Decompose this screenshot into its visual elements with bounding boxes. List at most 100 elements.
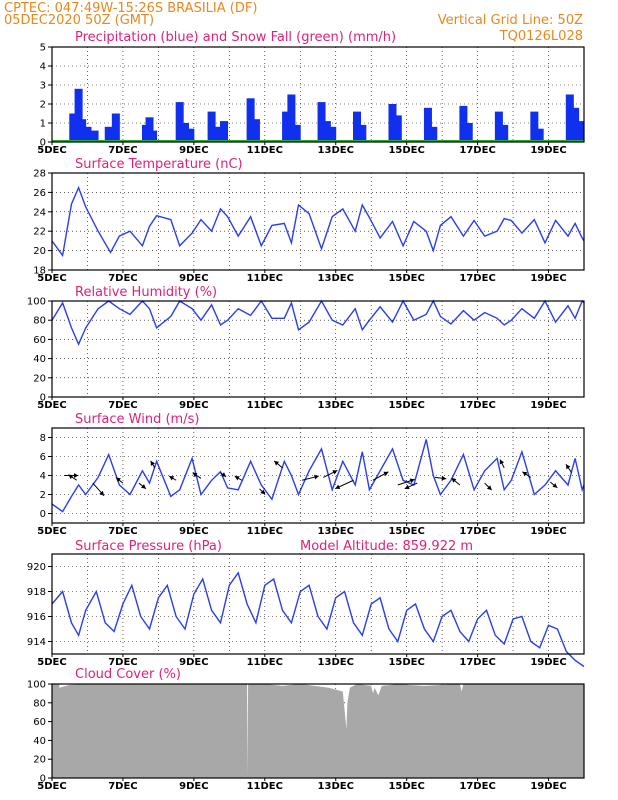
wind-vector-head [522,471,528,477]
wind-vector-head [234,476,240,481]
cloud-ytick-label: 60 [33,717,46,728]
precip-bar [69,113,78,142]
rh-ytick-label: 20 [33,373,46,384]
rh-ytick-label: 80 [33,316,46,327]
pressure-subtitle: Model Altitude: 859.922 m [300,539,473,554]
wind-xtick-label: 17DEC [459,526,495,537]
temp-ytick-label: 20 [33,246,46,257]
precip-bar [149,130,158,142]
header-date: 05DEC2020 50Z (GMT) [4,13,154,28]
pressure-frame [51,553,585,655]
temp-xtick-label: 5DEC [37,273,66,284]
precip-bar [292,124,301,142]
temp-ytick-label: 22 [33,227,46,238]
wind-ytick-label: 6 [40,452,46,463]
wind-vector-head [274,460,279,466]
cloud-area [52,684,584,778]
wind-vector-head [169,476,175,481]
precip-bar [186,128,195,142]
precip-bar [246,98,255,142]
pressure-line [51,571,585,668]
wind-vector-head [221,472,227,477]
wind-vector-head [566,464,571,470]
precip-bar [282,111,291,142]
temp-ytick-label: 18 [33,266,46,277]
wind-title: Surface Wind (m/s) [75,412,199,427]
pressure-xtick-label: 17DEC [459,657,495,668]
temp-xtick-label: 13DEC [318,273,354,284]
rh-ytick-label: 100 [27,297,46,308]
precip-bar [358,124,367,142]
precip-ytick-label: 1 [40,119,46,130]
temp-ytick-label: 28 [33,169,46,180]
precip-bar [317,102,326,142]
precip-xtick-label: 17DEC [459,145,495,156]
pressure-title: Surface Pressure (hPa) [75,539,222,554]
precip-xtick-label: 13DEC [318,145,354,156]
wind-vector-head [552,483,558,488]
precip-frame [51,46,585,143]
precip-bar [181,123,189,142]
rh-ytick-label: 60 [33,335,46,346]
precip-ytick-label: 3 [40,81,46,92]
wind-ytick-label: 0 [40,509,46,520]
wind-vector-head [486,485,492,491]
header-grid-note: Vertical Grid Line: 50Z [438,13,583,28]
rh-ytick-label: 0 [40,393,46,404]
temp-frame [51,172,585,271]
wind-vector-head [260,489,266,495]
wind-vector-head [68,474,74,480]
cloud-ytick-label: 40 [33,736,46,747]
rh-frame [51,300,585,398]
cloud-ytick-label: 80 [33,698,46,709]
precip-xtick-label: 7DEC [108,145,137,156]
precip-bar [565,94,574,142]
precip-bar [251,119,260,142]
wind-vector-head [99,490,104,496]
header-station: CPTEC: 047:49W-15:26S BRASILIA (DF) [4,1,257,16]
rh-panel: Relative Humidity (%) 0 20 40 60 80 100 5DEC 7DE… [27,285,585,411]
wind-vector-head [314,474,319,480]
precip-bar [83,126,92,142]
pressure-xtick-label: 19DEC [530,657,566,668]
wind-xtick-label: 7DEC [108,526,137,537]
precip-bar [393,115,402,142]
cloud-ytick-label: 20 [33,755,46,766]
precip-bar [78,119,87,142]
cloud-frame [51,683,585,779]
cloud-xtick-label: 17DEC [459,781,495,792]
precip-bar [388,104,397,142]
wind-vector-head [332,470,338,475]
precip-bar [576,121,585,142]
pressure-xtick-label: 11DEC [247,657,283,668]
rh-xtick-label: 11DEC [247,400,283,411]
temp-xtick-label: 15DEC [388,273,424,284]
precip-ytick-label: 5 [40,43,46,54]
wind-vector-head [451,478,457,483]
precip-bar [353,111,362,142]
precip-xtick-label: 5DEC [37,145,66,156]
cloud-xtick-label: 7DEC [108,781,137,792]
wind-ytick-label: 8 [40,433,46,444]
cloud-ytick-label: 0 [40,774,46,785]
wind-vector-head [409,478,415,484]
temp-xtick-label: 17DEC [459,273,495,284]
header-model: TQ0126L028 [499,29,583,44]
precip-bar [214,126,223,142]
temp-xtick-label: 11DEC [247,273,283,284]
pressure-ytick-label: 916 [27,612,46,623]
precip-bar [429,126,438,142]
precip-bar [464,123,473,142]
precip-bar [74,88,83,142]
precip-xtick-label: 11DEC [247,145,283,156]
wind-vector-head [335,484,341,489]
cloud-xtick-label: 11DEC [247,781,283,792]
precip-bar [207,111,216,142]
rh-xtick-label: 17DEC [459,400,495,411]
cloud-xtick-label: 5DEC [37,781,66,792]
pressure-xtick-label: 5DEC [37,657,66,668]
cloud-xtick-label: 13DEC [318,781,354,792]
wind-xtick-label: 9DEC [179,526,208,537]
precip-bar [571,107,580,142]
precip-bar [90,130,99,142]
